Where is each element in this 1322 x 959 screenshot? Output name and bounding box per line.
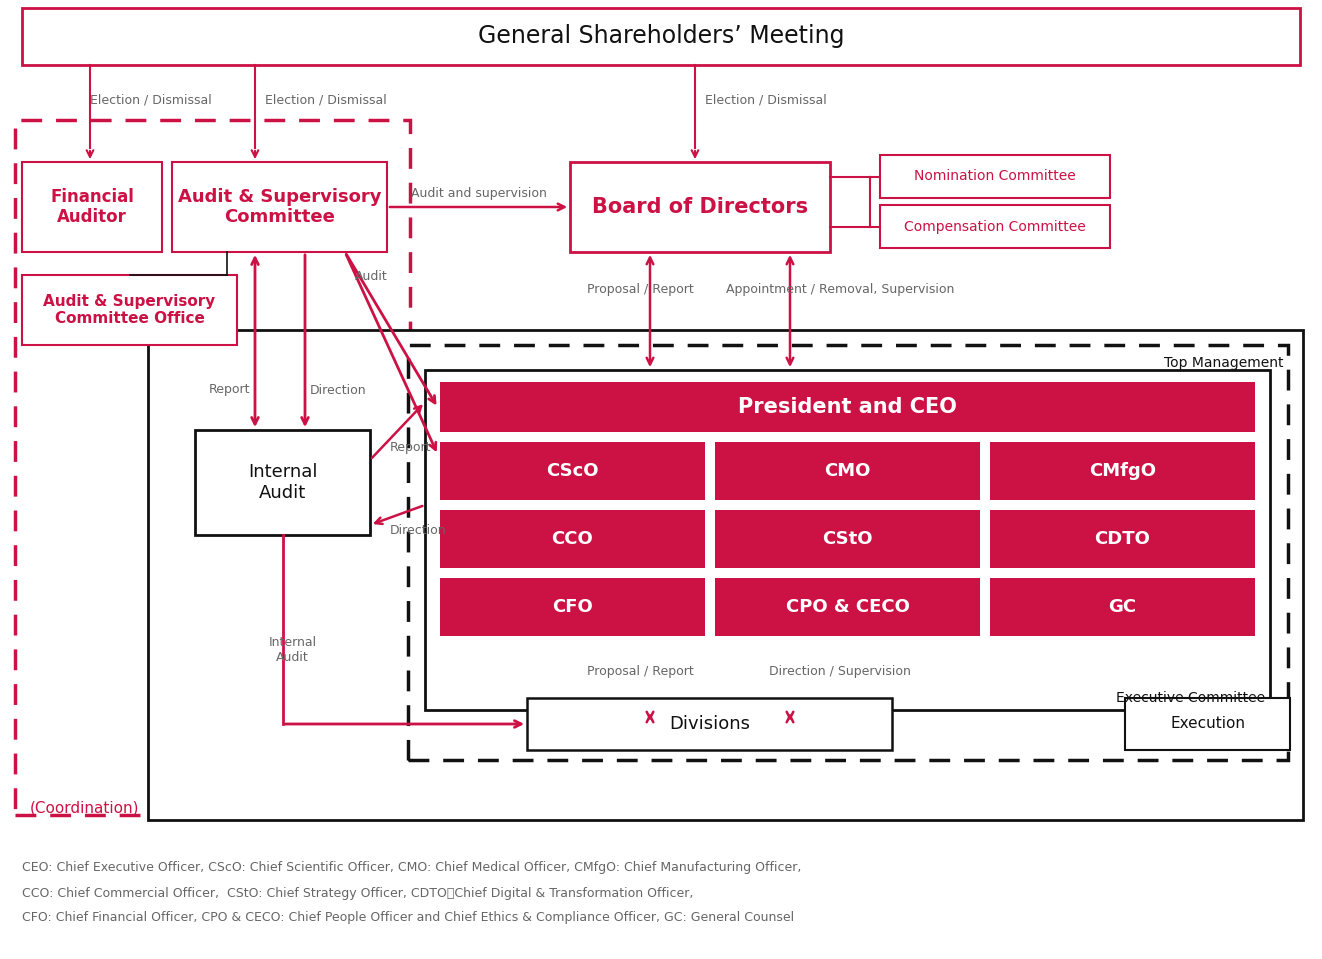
Text: Executive Committee: Executive Committee — [1116, 691, 1265, 705]
Text: Compensation Committee: Compensation Committee — [904, 220, 1085, 233]
Text: GC: GC — [1108, 598, 1137, 616]
Bar — [424, 370, 1270, 710]
Bar — [148, 330, 1303, 820]
Bar — [980, 510, 990, 568]
Text: CMO: CMO — [825, 462, 871, 480]
Text: (Coordination): (Coordination) — [30, 801, 140, 815]
Text: CFO: CFO — [553, 598, 592, 616]
Text: Election / Dismissal: Election / Dismissal — [705, 93, 826, 106]
Bar — [196, 430, 370, 535]
Bar — [705, 442, 715, 500]
Bar — [172, 162, 387, 252]
Text: CEO: Chief Executive Officer, CScO: Chief Scientific Officer, CMO: Chief Medical: CEO: Chief Executive Officer, CScO: Chie… — [22, 861, 801, 875]
Bar — [440, 500, 1255, 510]
Bar — [880, 205, 1110, 248]
Text: CMfgO: CMfgO — [1089, 462, 1155, 480]
Bar — [715, 510, 980, 568]
Text: CFO: Chief Financial Officer, CPO & CECO: Chief People Officer and Chief Ethics : CFO: Chief Financial Officer, CPO & CECO… — [22, 911, 795, 924]
Bar — [1125, 698, 1290, 750]
Bar — [440, 578, 705, 636]
Text: Top Management: Top Management — [1163, 356, 1282, 370]
Bar — [440, 442, 705, 500]
Bar — [705, 578, 715, 636]
Bar — [22, 8, 1300, 65]
Bar — [570, 162, 830, 252]
Text: Audit: Audit — [356, 270, 387, 284]
Text: Appointment / Removal, Supervision: Appointment / Removal, Supervision — [726, 284, 954, 296]
Text: CPO & CECO: CPO & CECO — [785, 598, 910, 616]
Text: Board of Directors: Board of Directors — [592, 197, 808, 217]
Text: Financial
Auditor: Financial Auditor — [50, 188, 134, 226]
Text: CStO: CStO — [822, 530, 873, 548]
Text: Execution: Execution — [1170, 716, 1245, 732]
Bar — [715, 578, 980, 636]
Text: Election / Dismissal: Election / Dismissal — [264, 93, 387, 106]
Bar — [22, 275, 237, 345]
Bar — [990, 578, 1255, 636]
Bar — [22, 162, 163, 252]
Bar — [990, 510, 1255, 568]
Text: CDTO: CDTO — [1095, 530, 1150, 548]
Text: Audit & Supervisory
Committee Office: Audit & Supervisory Committee Office — [44, 293, 215, 326]
Text: Direction / Supervision: Direction / Supervision — [769, 666, 911, 679]
Bar — [440, 382, 1255, 432]
Bar — [990, 442, 1255, 500]
Text: Audit and supervision: Audit and supervision — [411, 186, 546, 199]
Bar — [715, 442, 980, 500]
Text: Internal
Audit: Internal Audit — [247, 463, 317, 502]
Text: Direction: Direction — [390, 524, 447, 536]
Bar — [440, 510, 705, 568]
Text: Divisions: Divisions — [669, 715, 750, 733]
Bar — [980, 578, 990, 636]
Bar — [440, 568, 1255, 578]
Bar — [880, 155, 1110, 198]
Text: CCO: Chief Commercial Officer,  CStO: Chief Strategy Officer, CDTO：Chief Digital: CCO: Chief Commercial Officer, CStO: Chi… — [22, 886, 693, 900]
Text: Report: Report — [390, 441, 431, 455]
Bar — [980, 442, 990, 500]
Text: Internal
Audit: Internal Audit — [268, 636, 316, 664]
Text: Proposal / Report: Proposal / Report — [587, 284, 693, 296]
Text: Nomination Committee: Nomination Committee — [914, 170, 1076, 183]
Bar — [705, 510, 715, 568]
Text: CCO: CCO — [551, 530, 594, 548]
Text: Proposal / Report: Proposal / Report — [587, 666, 693, 679]
Text: Report: Report — [209, 384, 250, 396]
Text: CScO: CScO — [546, 462, 599, 480]
Text: Direction: Direction — [309, 384, 366, 396]
Bar — [527, 698, 892, 750]
Text: President and CEO: President and CEO — [738, 397, 957, 417]
Text: Audit & Supervisory
Committee: Audit & Supervisory Committee — [177, 188, 381, 226]
Bar — [15, 120, 410, 815]
Bar — [408, 345, 1288, 760]
Text: General Shareholders’ Meeting: General Shareholders’ Meeting — [477, 25, 845, 49]
Text: Election / Dismissal: Election / Dismissal — [90, 93, 212, 106]
